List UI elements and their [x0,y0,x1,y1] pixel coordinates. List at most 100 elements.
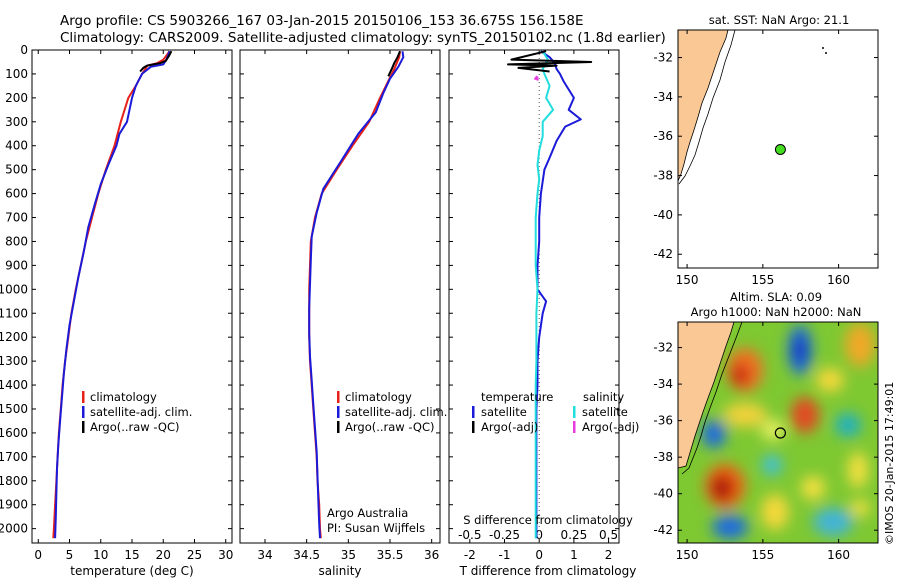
x-tick-label: -1 [499,548,511,562]
difference-lines [507,50,593,539]
title-line-1: Argo profile: CS 5903266_167 03-Jan-2015… [60,13,583,29]
x-tick-label: 20 [156,548,171,562]
depth-tick-label: 1600 [0,426,28,440]
depth-tick-label: 1300 [0,354,28,368]
legend-label-climatology: climatology [345,390,412,404]
x-tick-label: -2 [464,548,476,562]
series-line-satellite-adj-clim [308,51,405,539]
x-tick-label: 1 [570,548,578,562]
s-tick-label: -0.25 [489,528,520,542]
island-dot [822,47,824,49]
series-line-argo-raw-qc [139,50,173,73]
depth-tick-label: 1800 [0,474,28,488]
legend-swatch-s-satellite [573,406,576,418]
temperature-legend: climatology satellite-adj. clim. Argo(..… [82,390,192,434]
depth-tick-label: 400 [5,139,28,153]
map-y-tick-label: -32 [653,341,673,355]
depth-tick-label: 700 [5,211,28,225]
map-x-tick-label: 160 [827,548,850,562]
legend-title-salinity: salinity [583,390,624,404]
x-tick-label: 15 [124,548,139,562]
coastline [678,30,729,182]
legend-label-argo: Argo(..raw -QC) [90,420,180,434]
depth-tick-label: 100 [5,67,28,81]
temperature-lines [52,50,173,539]
map-x-tick-label: 155 [751,548,774,562]
map-y-tick-label: -42 [653,247,673,261]
depth-tick-label: 1100 [0,306,28,320]
x-tick-label: 2 [605,548,613,562]
land-australia [678,322,734,468]
timestamp: ©IMOS 20-Jan-2015 17:49:01 [883,382,896,545]
x-tick-label: 10 [93,548,108,562]
depth-tick-label: 2000 [0,522,28,536]
salinity-depth-ticks [240,49,440,530]
map-y-tick-label: -36 [653,129,673,143]
map-y-tick-label: -40 [653,208,673,222]
legend-swatch-satellite [337,406,340,418]
salinity-legend: climatology satellite-adj. clim. Argo(..… [337,390,447,434]
argo-location-marker [774,144,786,155]
sla-heatmap [678,322,878,543]
s-tick-label: -0.5 [458,528,481,542]
salinity-x-axis: 34 34.5 35 35.5 36 [257,50,439,562]
salinity-xlabel: salinity [318,564,361,578]
depth-tick-label: 300 [5,115,28,129]
s-tick-label: 0.25 [561,528,588,542]
x-tick-label: 34 [257,548,272,562]
x-tick-label: 0 [535,548,543,562]
series-line-t-argo-adj [507,50,593,73]
argo-location-marker [774,427,787,439]
argo-pi: PI: Susan Wijffels [327,521,425,535]
map-y-tick-label: -38 [653,169,673,183]
depth-tick-label: 800 [5,234,28,248]
x-tick-label: 5 [66,548,74,562]
legend-swatch-s-argo [573,421,576,433]
isobath-contour [678,30,736,185]
map-y-tick-label: -40 [653,487,673,501]
x-tick-label: 35.5 [377,548,404,562]
sla-map-frame [677,321,879,544]
sst-map-frame [677,29,879,269]
s-tick-label: 0.5 [599,528,618,542]
legend-label-t-argo: Argo(-adj) [481,420,538,434]
difference-panel: -2 -1 0 1 2 -0.5 -0.25 0 0.25 0.5 S difference f… [448,49,639,578]
difference-depth-ticks [449,49,619,530]
sla-map-subtitle: Argo h1000: NaN h2000: NaN [691,305,862,319]
land-australia [678,30,728,181]
depth-tick-label: 1700 [0,450,28,464]
legend-label-s-satellite: satellite [582,405,628,419]
depth-axis: 0 100 200 300 400 500 600 700 800 900 1000 1100 1200… [0,43,232,536]
temperature-xlabel: temperature (deg C) [70,564,193,578]
depth-tick-label: 1400 [0,378,28,392]
map-x-tick-label: 155 [751,273,774,287]
temperature-x-axis: 0 5 10 15 20 25 30 [34,50,233,562]
legend-label-argo: Argo(..raw -QC) [345,420,435,434]
legend-label-satellite: satellite-adj. clim. [345,405,447,419]
t-difference-xlabel: T difference from climatology [459,564,637,578]
legend-swatch-t-satellite [472,406,475,418]
depth-tick-label: 200 [5,91,28,105]
map-y-tick-label: -42 [653,523,673,537]
s-difference-label: S difference from climatology [463,513,633,527]
legend-swatch-argo [337,421,340,433]
series-line-satellite-adj-clim [54,50,171,539]
t-difference-x-axis: -2 -1 0 1 2 [464,50,613,562]
legend-swatch-argo [82,421,85,433]
x-tick-label: 0 [34,548,42,562]
sla-map-panel: Altim. SLA: 0.09 Argo h1000: NaN h2000: … [653,290,879,562]
x-tick-label: 25 [187,548,202,562]
map-x-tick-label: 150 [676,548,699,562]
depth-tick-label: 1200 [0,330,28,344]
x-tick-label: 30 [218,548,233,562]
legend-swatch-climatology [337,391,340,403]
sla-map-axes: 150 155 160 -32 -34 -36 -38 -40 -42 [653,322,878,562]
difference-axes-box [448,49,620,544]
sst-map-axes: 150 155 160 -32 -34 -36 -38 -40 -42 [653,30,878,287]
isobath-contour [681,322,743,475]
depth-tick-label: 1500 [0,402,28,416]
x-tick-label: 36 [424,548,439,562]
x-tick-label: 34.5 [293,548,320,562]
sla-anomaly-blobs [702,323,875,539]
